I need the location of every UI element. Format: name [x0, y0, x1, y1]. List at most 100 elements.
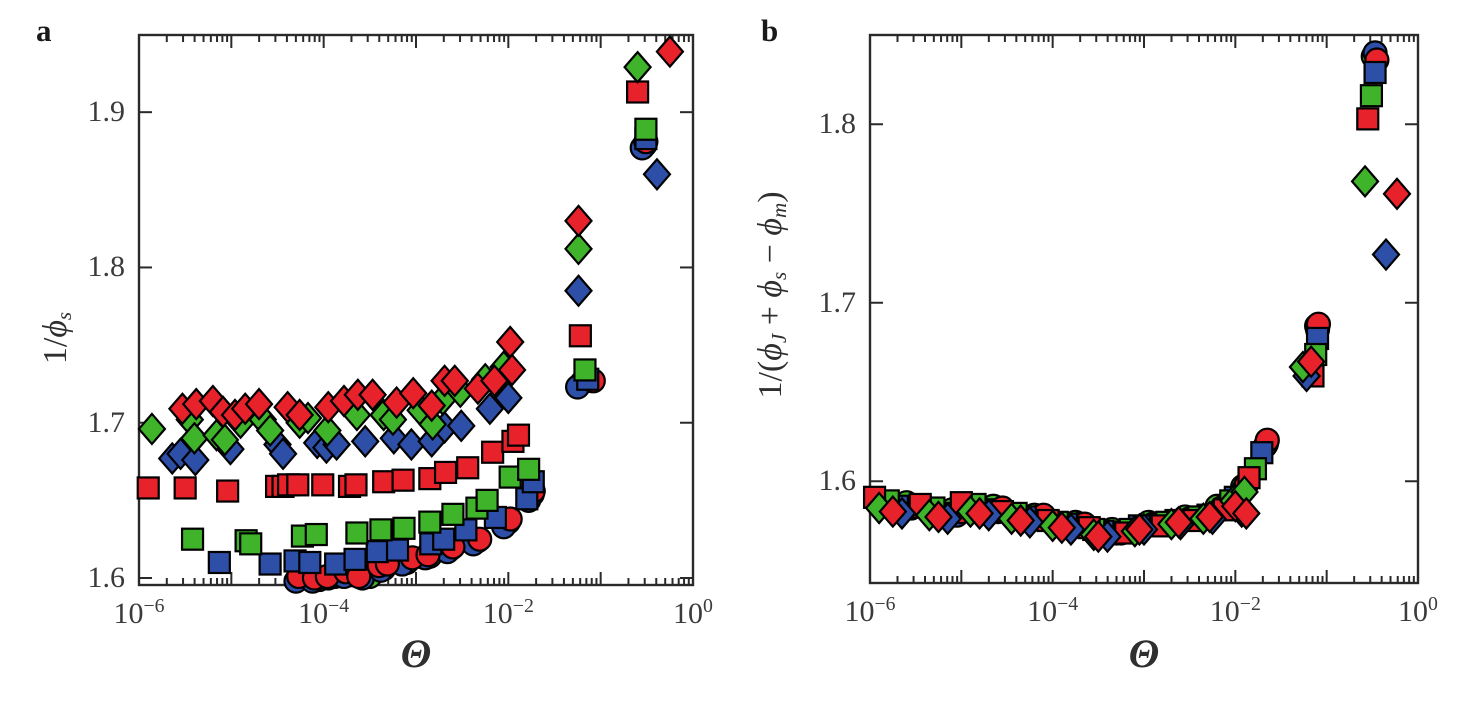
marker-blue-squares	[298, 550, 322, 575]
marker-green-squares	[418, 510, 442, 534]
marker-blue-squares	[365, 540, 389, 564]
marker-green-squares	[369, 518, 393, 542]
marker-green-squares	[441, 502, 465, 526]
marker-blue-diamonds	[564, 274, 593, 308]
marker-red-squares	[456, 456, 480, 480]
marker-blue-diamonds	[1371, 237, 1401, 272]
y-axis-label-part: s	[51, 311, 76, 321]
marker-red-diamonds	[417, 388, 447, 423]
marker-red-squares	[433, 460, 458, 485]
marker-green-squares	[517, 457, 541, 481]
marker-red-diamonds	[1083, 519, 1113, 554]
marker-red-diamonds	[497, 353, 527, 387]
marker-blue-squares	[258, 552, 282, 576]
marker-blue-squares	[207, 550, 231, 575]
y-axis-label-part: )	[752, 191, 790, 203]
marker-green-diamonds	[210, 423, 240, 457]
marker-red-squares	[216, 479, 240, 503]
marker-red-diamonds	[398, 376, 428, 410]
y-axis-label-part: ϕ	[752, 343, 790, 361]
marker-red-diamonds	[285, 398, 315, 432]
marker-red-diamonds	[495, 325, 525, 359]
marker-green-squares	[345, 521, 369, 545]
marker-green-squares	[475, 488, 499, 512]
marker-green-squares	[180, 527, 205, 551]
marker-green-diamonds	[1350, 164, 1380, 199]
marker-green-squares	[239, 532, 263, 556]
marker-red-diamonds	[924, 500, 953, 534]
marker-red-squares	[391, 468, 415, 492]
marker-red-diamonds	[244, 387, 274, 421]
panel-a-y-axis-label: 1/ϕs	[37, 312, 77, 364]
marker-green-diamonds	[378, 402, 408, 437]
y-tick-label: 1.8	[818, 107, 857, 141]
marker-red-squares	[625, 80, 650, 104]
x-tick-label: 10−2	[1209, 593, 1261, 628]
x-tick-label: 100	[673, 595, 713, 630]
marker-green-diamonds	[137, 412, 167, 446]
y-tick-label: 1.7	[818, 285, 857, 319]
marker-green-squares	[634, 117, 658, 141]
marker-red-diamonds	[1231, 496, 1261, 531]
marker-green-diamonds	[564, 232, 593, 266]
marker-red-squares	[344, 473, 368, 497]
panel-b-x-axis-label: Θ	[1128, 631, 1160, 676]
y-axis-label-part: ϕ	[752, 218, 790, 236]
marker-red-diamonds	[878, 494, 908, 529]
marker-red-diamonds	[655, 34, 685, 69]
marker-blue-squares	[432, 527, 456, 551]
marker-red-diamonds	[1382, 177, 1412, 211]
marker-red-diamonds	[358, 378, 388, 412]
y-axis-label-part: J	[766, 333, 791, 344]
marker-blue-squares	[324, 552, 348, 576]
marker-blue-squares	[1363, 60, 1387, 85]
x-tick-label: 10−4	[298, 595, 350, 630]
marker-red-diamonds	[440, 364, 470, 398]
marker-green-diamonds	[179, 421, 209, 455]
y-axis-label-part: 1/(	[752, 360, 790, 399]
marker-red-diamonds	[564, 204, 593, 238]
marker-green-diamonds	[623, 50, 653, 84]
marker-red-diamonds	[1195, 500, 1225, 534]
marker-blue-diamonds	[379, 421, 409, 455]
marker-red-diamonds	[1296, 344, 1326, 379]
x-tick-label: 10−4	[1027, 593, 1079, 628]
y-axis-label-part: −	[752, 235, 790, 272]
y-tick-label: 1.9	[87, 95, 126, 129]
y-tick-label: 1.6	[87, 561, 126, 594]
x-tick-label: 10−6	[844, 593, 896, 628]
marker-red-diamonds	[1164, 505, 1194, 539]
marker-red-squares	[286, 473, 310, 497]
marker-green-diamonds	[255, 413, 285, 448]
marker-red-squares	[1356, 107, 1380, 131]
marker-blue-diamonds	[446, 409, 476, 443]
marker-green-squares	[392, 516, 416, 540]
marker-blue-diamonds	[350, 424, 380, 459]
marker-red-squares	[506, 423, 531, 447]
marker-red-diamonds	[1047, 510, 1077, 545]
marker-red-diamonds	[1124, 512, 1154, 547]
panel-b-letter: b	[761, 13, 779, 48]
marker-green-diamonds	[312, 413, 342, 448]
marker-green-squares	[1359, 84, 1384, 108]
marker-green-squares	[573, 358, 597, 382]
marker-green-diamonds	[418, 407, 448, 441]
y-axis-label-part: 1/	[37, 337, 75, 365]
y-axis-label-part: ϕ	[37, 320, 75, 338]
marker-blue-diamonds	[475, 392, 505, 426]
x-tick-label: 10−6	[113, 595, 165, 630]
marker-red-squares	[173, 476, 197, 500]
y-tick-label: 1.7	[87, 405, 126, 439]
y-axis-label-part: m	[766, 202, 791, 219]
marker-red-squares	[311, 473, 335, 497]
panel-a-x-axis-label: Θ	[400, 631, 432, 676]
marker-blue-diamonds	[493, 381, 523, 415]
marker-red-diamonds	[965, 496, 995, 531]
marker-red-squares	[568, 324, 592, 348]
y-tick-label: 1.8	[87, 250, 126, 284]
marker-green-squares	[304, 522, 328, 547]
x-tick-label: 100	[1398, 593, 1438, 628]
x-tick-label: 10−2	[482, 595, 534, 630]
